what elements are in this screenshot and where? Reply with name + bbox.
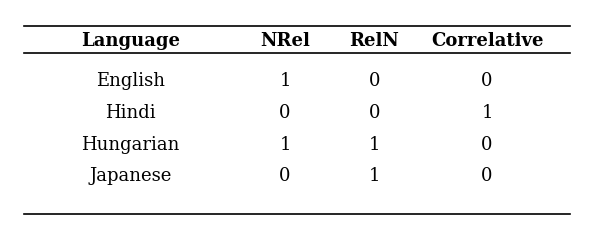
- Text: NRel: NRel: [260, 32, 310, 50]
- Text: English: English: [96, 72, 165, 90]
- Text: Hindi: Hindi: [105, 104, 156, 122]
- Text: Japanese: Japanese: [90, 166, 172, 184]
- Text: Correlative: Correlative: [431, 32, 544, 50]
- Text: 1: 1: [481, 104, 493, 122]
- Text: Language: Language: [81, 32, 180, 50]
- Text: 1: 1: [279, 135, 291, 153]
- Text: Hungarian: Hungarian: [81, 135, 180, 153]
- Text: 0: 0: [481, 72, 493, 90]
- Text: 0: 0: [279, 104, 291, 122]
- Text: 1: 1: [368, 166, 380, 184]
- Text: 0: 0: [279, 166, 291, 184]
- Text: 0: 0: [481, 135, 493, 153]
- Text: RelN: RelN: [349, 32, 399, 50]
- Text: 0: 0: [481, 166, 493, 184]
- Text: 0: 0: [368, 104, 380, 122]
- Text: 1: 1: [279, 72, 291, 90]
- Text: 0: 0: [368, 72, 380, 90]
- Text: 1: 1: [368, 135, 380, 153]
